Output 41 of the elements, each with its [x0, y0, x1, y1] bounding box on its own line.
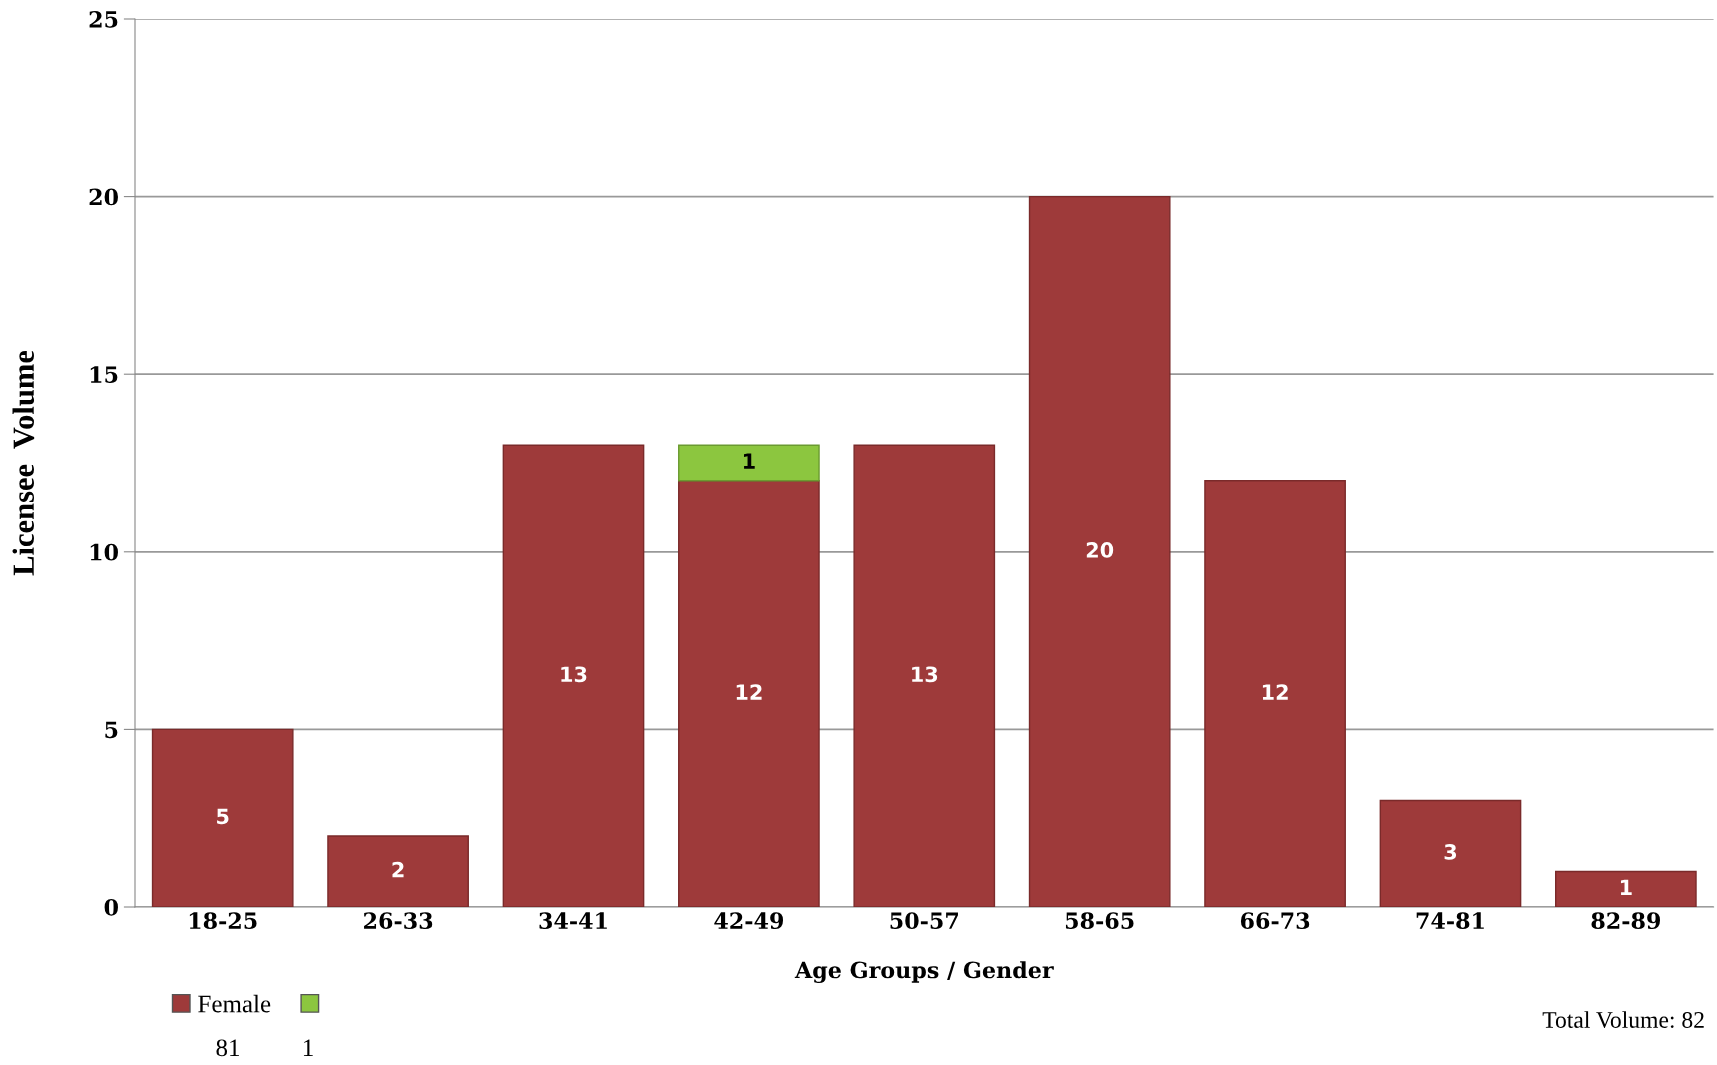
- legend-label: Female: [198, 994, 271, 1013]
- bar: [853, 444, 996, 907]
- data-label: 1: [1620, 879, 1632, 895]
- data-label: 3: [1444, 844, 1457, 860]
- bar: [151, 728, 294, 907]
- y-tick-label: 20: [89, 188, 118, 206]
- bar: [1555, 870, 1697, 907]
- x-tick-label: 18-25: [189, 912, 257, 930]
- data-label: 12: [736, 684, 762, 700]
- bar: [327, 835, 469, 907]
- x-tick-label: 82-89: [1591, 912, 1661, 930]
- x-tick-label: 42-49: [714, 912, 784, 930]
- bar: [502, 444, 645, 907]
- bar: [1204, 480, 1346, 907]
- y-tick-label: 0: [104, 898, 118, 916]
- data-label: 5: [217, 808, 229, 825]
- data-label: 2: [392, 861, 404, 878]
- y-tick-label: 10: [90, 543, 118, 561]
- data-label: 13: [561, 666, 587, 683]
- text: 1: [303, 1039, 313, 1057]
- y-tick-label: 25: [89, 10, 118, 28]
- data-label: 12: [1262, 684, 1288, 700]
- x-tick-label: 34-41: [539, 912, 607, 930]
- data-label: 13: [912, 666, 938, 683]
- data-label: 1: [743, 453, 755, 469]
- text: 81: [216, 1039, 239, 1057]
- bar: [1379, 799, 1522, 907]
- x-tick-label: 58-65: [1065, 912, 1134, 930]
- bar: [678, 444, 820, 482]
- y-tick-label: 5: [105, 721, 118, 739]
- x-tick-label: 26-33: [364, 912, 433, 930]
- data-label: 20: [1086, 542, 1114, 558]
- x-axis-title: Age Groups / Gender: [794, 961, 1054, 983]
- x-tick-label: 74-81: [1416, 912, 1484, 930]
- text: Total Volume: 82: [1542, 1011, 1704, 1029]
- y-tick-label: 15: [90, 366, 118, 383]
- y-axis-title: Licensee Volume: [12, 350, 35, 576]
- x-tick-label: 66-73: [1240, 912, 1310, 930]
- bar: [678, 480, 820, 907]
- x-tick-label: 50-57: [890, 912, 958, 930]
- bar: [1028, 195, 1171, 907]
